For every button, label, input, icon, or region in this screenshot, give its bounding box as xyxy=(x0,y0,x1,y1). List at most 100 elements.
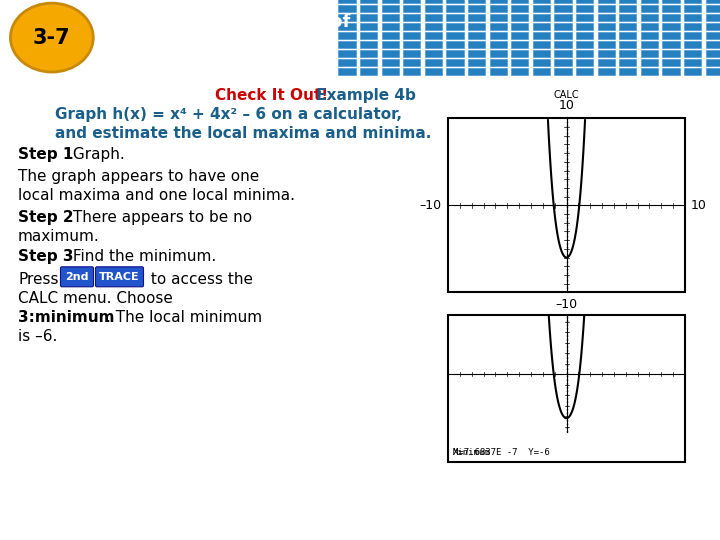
Bar xyxy=(446,14,464,21)
Bar xyxy=(641,59,658,66)
Bar xyxy=(382,14,399,21)
Text: is –6.: is –6. xyxy=(18,329,58,345)
Bar xyxy=(533,68,550,75)
Bar xyxy=(684,23,701,30)
Bar xyxy=(490,68,507,75)
Bar xyxy=(448,118,685,292)
Ellipse shape xyxy=(10,3,94,72)
Bar xyxy=(533,23,550,30)
Bar xyxy=(446,40,464,48)
Bar xyxy=(425,23,442,30)
Text: 10: 10 xyxy=(691,199,707,212)
Text: 3:minimum: 3:minimum xyxy=(18,310,114,325)
Bar xyxy=(468,0,485,3)
Bar xyxy=(360,32,377,39)
Bar xyxy=(706,0,720,3)
Bar xyxy=(382,59,399,66)
Bar xyxy=(619,50,636,57)
Bar xyxy=(468,32,485,39)
Bar xyxy=(446,0,464,3)
Bar xyxy=(468,14,485,21)
Bar xyxy=(490,59,507,66)
Bar xyxy=(662,14,680,21)
Text: X=7.6837E -7  Y=-6: X=7.6837E -7 Y=-6 xyxy=(453,438,550,457)
Bar xyxy=(533,40,550,48)
Text: Holt McDougal Algebra 2: Holt McDougal Algebra 2 xyxy=(14,520,153,530)
Bar xyxy=(533,59,550,66)
Bar xyxy=(382,23,399,30)
Bar xyxy=(706,68,720,75)
Bar xyxy=(598,40,615,48)
Bar xyxy=(598,0,615,3)
Bar xyxy=(382,32,399,39)
Bar xyxy=(338,14,356,21)
Bar xyxy=(360,23,377,30)
Bar xyxy=(684,14,701,21)
Bar xyxy=(554,68,572,75)
Bar xyxy=(662,59,680,66)
Bar xyxy=(490,14,507,21)
Bar xyxy=(360,5,377,12)
Bar xyxy=(403,23,420,30)
Bar xyxy=(533,5,550,12)
Bar xyxy=(360,59,377,66)
Bar xyxy=(554,59,572,66)
Bar xyxy=(576,59,593,66)
Bar xyxy=(641,50,658,57)
Bar xyxy=(403,50,420,57)
Bar xyxy=(382,40,399,48)
Bar xyxy=(533,14,550,21)
Bar xyxy=(684,5,701,12)
Bar xyxy=(554,23,572,30)
Bar xyxy=(446,59,464,66)
Bar xyxy=(554,32,572,39)
Text: Polynomial Functions: Polynomial Functions xyxy=(112,48,327,65)
Bar xyxy=(403,14,420,21)
Bar xyxy=(662,50,680,57)
Bar xyxy=(598,5,615,12)
Bar xyxy=(533,32,550,39)
Bar xyxy=(338,59,356,66)
Bar xyxy=(576,23,593,30)
Bar xyxy=(684,50,701,57)
Bar xyxy=(360,68,377,75)
Bar xyxy=(511,50,528,57)
Bar xyxy=(468,59,485,66)
Bar xyxy=(382,68,399,75)
Bar xyxy=(446,68,464,75)
Bar xyxy=(382,0,399,3)
Bar xyxy=(425,59,442,66)
Text: The graph appears to have one: The graph appears to have one xyxy=(18,170,259,184)
Bar xyxy=(338,23,356,30)
Bar xyxy=(360,50,377,57)
Bar xyxy=(641,5,658,12)
Text: Step 2: Step 2 xyxy=(18,210,73,225)
Bar xyxy=(425,68,442,75)
Bar xyxy=(425,40,442,48)
Bar xyxy=(619,32,636,39)
Bar xyxy=(533,50,550,57)
Bar xyxy=(446,5,464,12)
Bar xyxy=(425,14,442,21)
Bar xyxy=(576,40,593,48)
Bar xyxy=(490,40,507,48)
Bar xyxy=(338,0,356,3)
Bar xyxy=(446,50,464,57)
Text: Step 3: Step 3 xyxy=(18,249,73,264)
Bar xyxy=(360,40,377,48)
Bar xyxy=(706,14,720,21)
Bar xyxy=(641,23,658,30)
Text: 10: 10 xyxy=(559,99,575,112)
Text: Find the minimum.: Find the minimum. xyxy=(68,249,216,264)
Text: Investigating Graphs of: Investigating Graphs of xyxy=(112,13,350,31)
Text: TRACE: TRACE xyxy=(99,272,140,282)
Text: Step 1: Step 1 xyxy=(18,147,73,163)
Bar xyxy=(619,68,636,75)
Bar xyxy=(446,32,464,39)
Bar xyxy=(598,14,615,21)
Bar xyxy=(641,14,658,21)
Bar xyxy=(338,5,356,12)
Text: Press: Press xyxy=(18,272,58,287)
Bar xyxy=(706,5,720,12)
Text: –10: –10 xyxy=(420,199,442,212)
